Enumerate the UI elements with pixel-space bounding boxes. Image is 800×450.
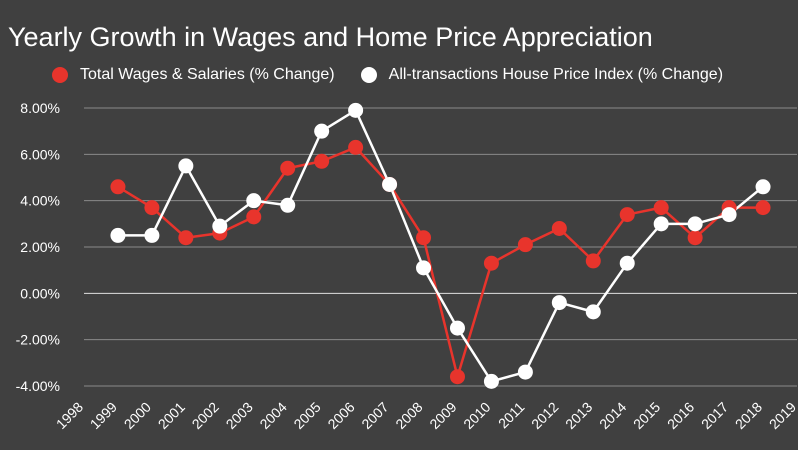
x-tick-label: 2012 <box>528 399 561 432</box>
data-point-house-price <box>517 364 533 380</box>
y-tick-label: -4.00% <box>16 378 60 394</box>
data-point-wages <box>144 200 160 216</box>
y-tick-label: 0.00% <box>20 285 60 301</box>
legend-marker-wages <box>52 67 68 83</box>
data-point-house-price <box>280 197 296 213</box>
data-point-house-price <box>721 207 737 223</box>
data-point-house-price <box>449 320 465 336</box>
x-tick-label: 2001 <box>155 399 188 432</box>
data-point-house-price <box>144 227 160 243</box>
x-tick-label: 2007 <box>358 399 391 432</box>
data-point-house-price <box>110 227 126 243</box>
data-point-wages <box>551 220 567 236</box>
y-tick-label: 8.00% <box>20 100 60 116</box>
x-tick-label: 2010 <box>460 399 493 432</box>
legend-item-wages: Total Wages & Salaries (% Change) <box>52 66 335 84</box>
x-tick-label: 2011 <box>495 399 528 432</box>
data-point-wages <box>416 230 432 246</box>
data-point-house-price <box>483 373 499 389</box>
x-tick-label: 2005 <box>290 399 323 432</box>
x-tick-label: 2013 <box>562 399 595 432</box>
data-point-wages <box>110 179 126 195</box>
x-tick-label: 2019 <box>766 399 798 432</box>
data-point-wages <box>246 209 262 225</box>
data-point-wages <box>687 230 703 246</box>
data-point-wages <box>619 207 635 223</box>
data-point-house-price <box>246 193 262 209</box>
x-tick-label: 2002 <box>189 399 222 432</box>
data-point-house-price <box>551 295 567 311</box>
data-point-house-price <box>382 176 398 192</box>
data-point-house-price <box>755 179 771 195</box>
x-tick-label: 2018 <box>732 399 765 432</box>
data-point-wages <box>755 200 771 216</box>
data-point-wages <box>348 139 364 155</box>
legend-marker-house-price <box>360 67 377 83</box>
data-point-house-price <box>348 102 364 118</box>
data-point-house-price <box>212 218 228 234</box>
data-point-house-price <box>314 123 330 139</box>
data-point-wages <box>314 153 330 169</box>
data-point-house-price <box>178 158 194 174</box>
x-tick-label: 2015 <box>630 399 663 432</box>
data-point-house-price <box>619 255 635 271</box>
data-point-wages <box>178 230 194 246</box>
x-tick-label: 1999 <box>87 399 120 432</box>
data-point-wages <box>585 253 601 269</box>
x-tick-label: 2006 <box>324 399 357 432</box>
x-tick-label: 2004 <box>256 399 289 432</box>
series-line-wages <box>117 146 764 378</box>
data-point-wages <box>653 200 669 216</box>
data-point-house-price <box>585 304 601 320</box>
data-point-wages <box>483 255 499 271</box>
x-tick-label: 2017 <box>698 399 731 432</box>
chart-title: Yearly Growth in Wages and Home Price Ap… <box>8 22 653 52</box>
data-point-wages <box>449 369 465 385</box>
x-tick-label: 2000 <box>121 399 154 432</box>
x-tick-label: 2008 <box>392 399 425 432</box>
x-tick-label: 2016 <box>664 399 697 432</box>
x-tick-label: 2009 <box>426 399 459 432</box>
legend-item-house-price: All-transactions House Price Index (% Ch… <box>360 66 724 84</box>
legend: Total Wages & Salaries (% Change) All-tr… <box>52 66 749 84</box>
data-point-house-price <box>653 216 669 232</box>
legend-label-wages: Total Wages & Salaries (% Change) <box>80 66 335 83</box>
x-tick-label: 1998 <box>53 399 86 432</box>
legend-label-house-price: All-transactions House Price Index (% Ch… <box>388 66 724 83</box>
data-point-house-price <box>416 260 432 276</box>
y-tick-label: 4.00% <box>20 193 60 209</box>
series-line-house-price <box>117 109 764 383</box>
y-tick-label: 2.00% <box>20 239 60 255</box>
data-point-house-price <box>687 216 703 232</box>
x-tick-label: 2014 <box>596 399 629 432</box>
y-tick-label: -2.00% <box>16 332 60 348</box>
x-tick-label: 2003 <box>223 399 256 432</box>
y-tick-label: 6.00% <box>20 146 60 162</box>
data-point-wages <box>517 237 533 253</box>
data-point-wages <box>280 160 296 176</box>
